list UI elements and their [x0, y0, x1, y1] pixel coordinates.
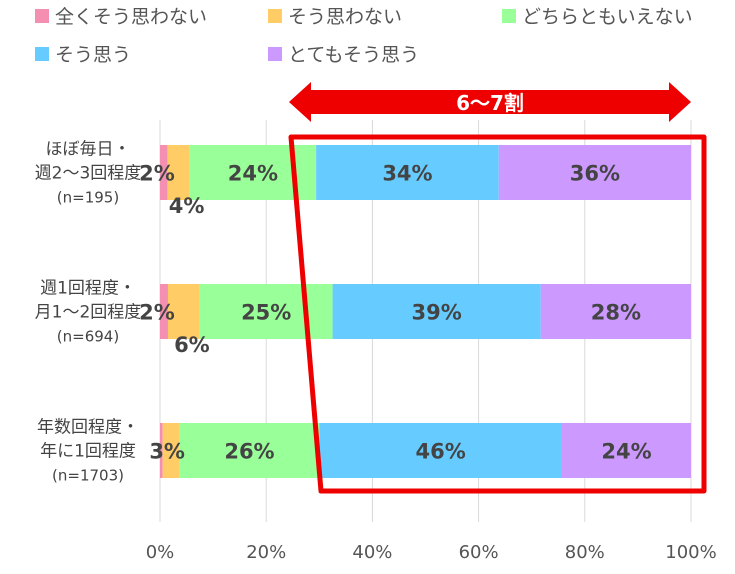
legend-swatch	[268, 47, 282, 61]
legend-item: どちらともいえない	[502, 6, 693, 28]
data-label: 4%	[169, 194, 205, 218]
category-label-line: 年数回程度・	[37, 418, 139, 438]
bar-segment	[332, 284, 541, 339]
bar-segment	[160, 145, 168, 200]
legend-label: そう思う	[55, 44, 131, 66]
bar-segment	[167, 284, 200, 339]
data-label: 2%	[139, 301, 175, 325]
legend-item: そう思わない	[268, 6, 402, 28]
bar-segment	[162, 423, 180, 478]
bar-labels: 4% 24% 34% 36% 6% 25% 39% 28% 3% 26% 46% 24% 2% 2%	[139, 162, 651, 464]
category-label: ほぼ毎日・週2～3回程度 (n=195)	[35, 140, 142, 207]
data-label: 3%	[149, 440, 185, 464]
bar-segment	[316, 145, 499, 200]
legend-label: どちらともいえない	[522, 6, 693, 28]
legend-label: とてもそう思う	[288, 44, 419, 66]
data-label: 28%	[591, 301, 641, 325]
x-tick-label: 0%	[146, 542, 175, 563]
legend-swatch	[502, 9, 516, 23]
bar-segment	[199, 284, 333, 339]
highlight-box	[288, 134, 707, 494]
x-tick-label: 100%	[665, 542, 716, 563]
legend-item: 全くそう思わない	[35, 6, 207, 28]
category-count: (n=195)	[57, 189, 119, 207]
data-label: 24%	[228, 162, 278, 186]
legend-label: 全くそう思わない	[55, 6, 207, 28]
data-label: 25%	[241, 301, 291, 325]
category-label-line: 週1回程度・	[40, 279, 136, 299]
bar-segment	[167, 145, 190, 200]
category-label-line: 週2～3回程度	[35, 164, 142, 184]
x-tick-label: 40%	[352, 542, 392, 563]
x-tick-label: 80%	[565, 542, 605, 563]
bar-segment	[179, 423, 320, 478]
bar-segment	[319, 423, 562, 478]
category-count: (n=1703)	[52, 467, 124, 485]
annotation-label: 6～7割	[456, 91, 524, 115]
x-axis-ticks: 0% 20% 40% 60% 80% 100%	[146, 542, 717, 563]
category-count: (n=694)	[57, 328, 119, 346]
legend-item: とてもそう思う	[268, 44, 419, 66]
bar-segment	[561, 423, 691, 478]
bar-segment	[160, 423, 163, 478]
data-label: 39%	[412, 301, 462, 325]
data-label: 36%	[570, 162, 620, 186]
x-tick-label: 60%	[459, 542, 499, 563]
data-label: 46%	[416, 440, 466, 464]
category-label: 年数回程度・年に1回程度 (n=1703)	[37, 418, 139, 485]
data-label: 34%	[382, 162, 432, 186]
data-label: 24%	[601, 440, 651, 464]
legend-swatch	[35, 47, 49, 61]
category-label-line: ほぼ毎日・	[46, 140, 131, 160]
category-labels: ほぼ毎日・週2～3回程度 (n=195) 週1回程度・月1～2回程度 (n=694) 年…	[35, 140, 142, 485]
data-label: 6%	[174, 333, 210, 357]
double-arrow	[289, 82, 691, 122]
bar-segment	[540, 284, 691, 339]
legend-item: そう思う	[35, 44, 131, 66]
category-label-line: 月1～2回程度	[35, 303, 142, 323]
legend-label: そう思わない	[288, 6, 402, 28]
bar-segment	[498, 145, 691, 200]
category-label: 週1回程度・月1～2回程度 (n=694)	[35, 279, 142, 346]
data-label: 2%	[139, 162, 175, 186]
x-tick-label: 20%	[246, 542, 286, 563]
bar-segment	[160, 284, 168, 339]
annotation: 6～7割	[288, 82, 707, 494]
data-label: 26%	[224, 440, 274, 464]
legend-swatch	[35, 9, 49, 23]
legend-swatch	[268, 9, 282, 23]
bars	[160, 145, 691, 478]
category-label-line: 年に1回程度	[40, 442, 136, 462]
